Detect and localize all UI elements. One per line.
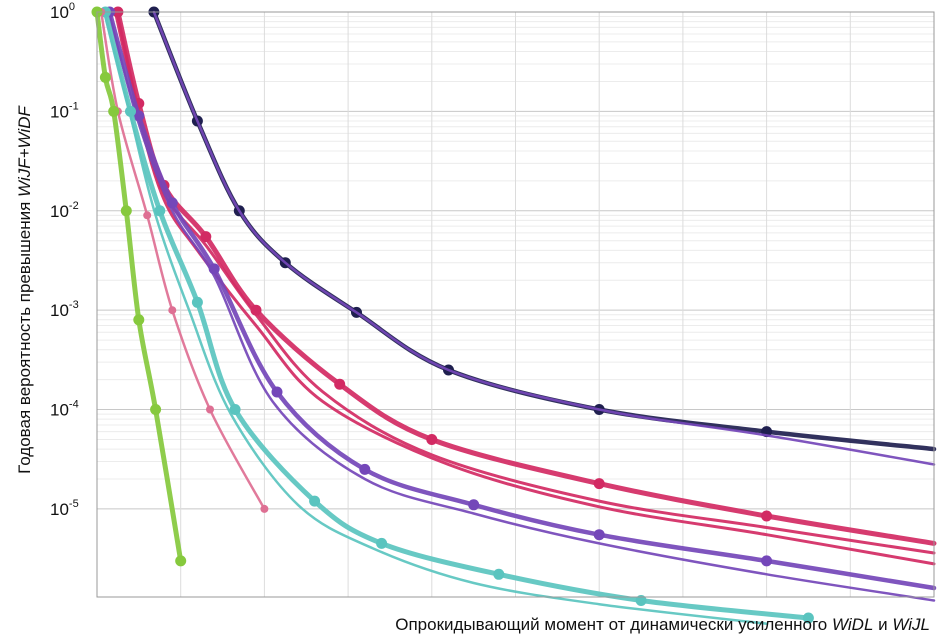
series-point-5 xyxy=(271,386,283,398)
series-point-9 xyxy=(260,504,269,513)
series-point-10 xyxy=(99,71,111,83)
series-point-9 xyxy=(168,306,177,315)
series-point-7 xyxy=(229,404,241,415)
series-point-7 xyxy=(154,205,166,217)
plot-frame xyxy=(96,11,935,598)
series-point-5 xyxy=(359,463,371,475)
y-tick-label: 10-4 xyxy=(50,399,79,420)
series-point-7 xyxy=(191,296,203,308)
series-line-8 xyxy=(103,10,768,625)
series-point-5 xyxy=(468,499,480,511)
series-point-2 xyxy=(200,231,212,243)
series-line-7 xyxy=(102,9,811,621)
series-point-7 xyxy=(376,537,388,549)
series-point-5 xyxy=(593,529,605,541)
y-tick-label: 10-3 xyxy=(50,299,79,320)
series-point-2 xyxy=(761,510,773,522)
series-point-2 xyxy=(334,378,346,390)
y-tick-label: 10-5 xyxy=(50,498,79,519)
y-tick-label: 10-1 xyxy=(50,100,79,121)
y-tick-labels: 100 10-1 10-2 10-3 10-4 10-5 xyxy=(50,1,79,519)
series-point-10 xyxy=(150,404,162,415)
series-line-9 xyxy=(99,10,266,511)
series-point-5 xyxy=(761,555,773,567)
series-point-7 xyxy=(309,495,321,507)
series-line-4 xyxy=(113,10,936,566)
series-line-1 xyxy=(152,10,936,466)
series-point-10 xyxy=(120,205,132,217)
y-tick-label: 100 xyxy=(50,1,75,22)
series-point-7 xyxy=(493,568,505,580)
series-line-6 xyxy=(107,10,936,602)
series-line-5 xyxy=(107,9,937,591)
series-point-9 xyxy=(206,405,214,414)
series-point-7 xyxy=(635,595,647,606)
x-axis-label: Опрокидывающий момент от динамически уси… xyxy=(395,615,930,634)
series-point-9 xyxy=(143,211,152,220)
series-point-10 xyxy=(175,555,187,567)
y-tick-label: 10-2 xyxy=(50,200,79,221)
y-axis-label: Годовая вероятность превышения WiJF+WiDF xyxy=(15,105,34,474)
series-point-7 xyxy=(802,612,814,624)
series-point-2 xyxy=(426,434,438,445)
series-point-10 xyxy=(133,314,145,326)
series-point-10 xyxy=(108,105,120,117)
series-point-2 xyxy=(593,478,605,490)
series-layer xyxy=(91,6,937,625)
